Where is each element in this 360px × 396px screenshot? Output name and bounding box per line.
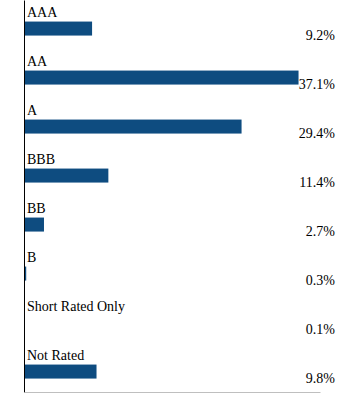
bar bbox=[24, 169, 108, 183]
data-label: 2.7% bbox=[306, 224, 336, 239]
category-label: Short Rated Only bbox=[27, 299, 125, 314]
data-label: 11.4% bbox=[299, 175, 335, 190]
x-axis-line bbox=[25, 392, 321, 393]
bar bbox=[24, 120, 242, 134]
category-label: AAA bbox=[27, 5, 58, 20]
x-axis bbox=[25, 392, 321, 393]
category-label: Not Rated bbox=[27, 348, 84, 363]
data-label: 29.4% bbox=[299, 126, 336, 141]
bar bbox=[24, 218, 44, 232]
y-axis-line bbox=[24, 1, 25, 393]
category-label: A bbox=[27, 103, 38, 118]
chart: AAAAAABBBBBBShort Rated OnlyNot Rated9.2… bbox=[0, 0, 360, 396]
data-label: 9.8% bbox=[306, 371, 336, 386]
bar bbox=[24, 71, 299, 85]
bars bbox=[24, 22, 299, 379]
category-label: BBB bbox=[27, 152, 55, 167]
category-labels: AAAAAABBBBBBShort Rated OnlyNot Rated bbox=[27, 5, 125, 363]
category-label: BB bbox=[27, 201, 46, 216]
data-label: 37.1% bbox=[299, 77, 336, 92]
bar bbox=[24, 22, 92, 36]
category-label: AA bbox=[27, 54, 48, 69]
data-label: 0.1% bbox=[306, 322, 336, 337]
category-label: B bbox=[27, 250, 36, 265]
y-axis bbox=[24, 1, 25, 393]
data-label: 0.3% bbox=[306, 273, 336, 288]
bar bbox=[24, 365, 97, 379]
data-labels: 9.2% 37.1% 29.4% 11.4% 2.7% 0.3% 0.1% 9.8% bbox=[299, 28, 336, 386]
data-label: 9.2% bbox=[306, 28, 336, 43]
